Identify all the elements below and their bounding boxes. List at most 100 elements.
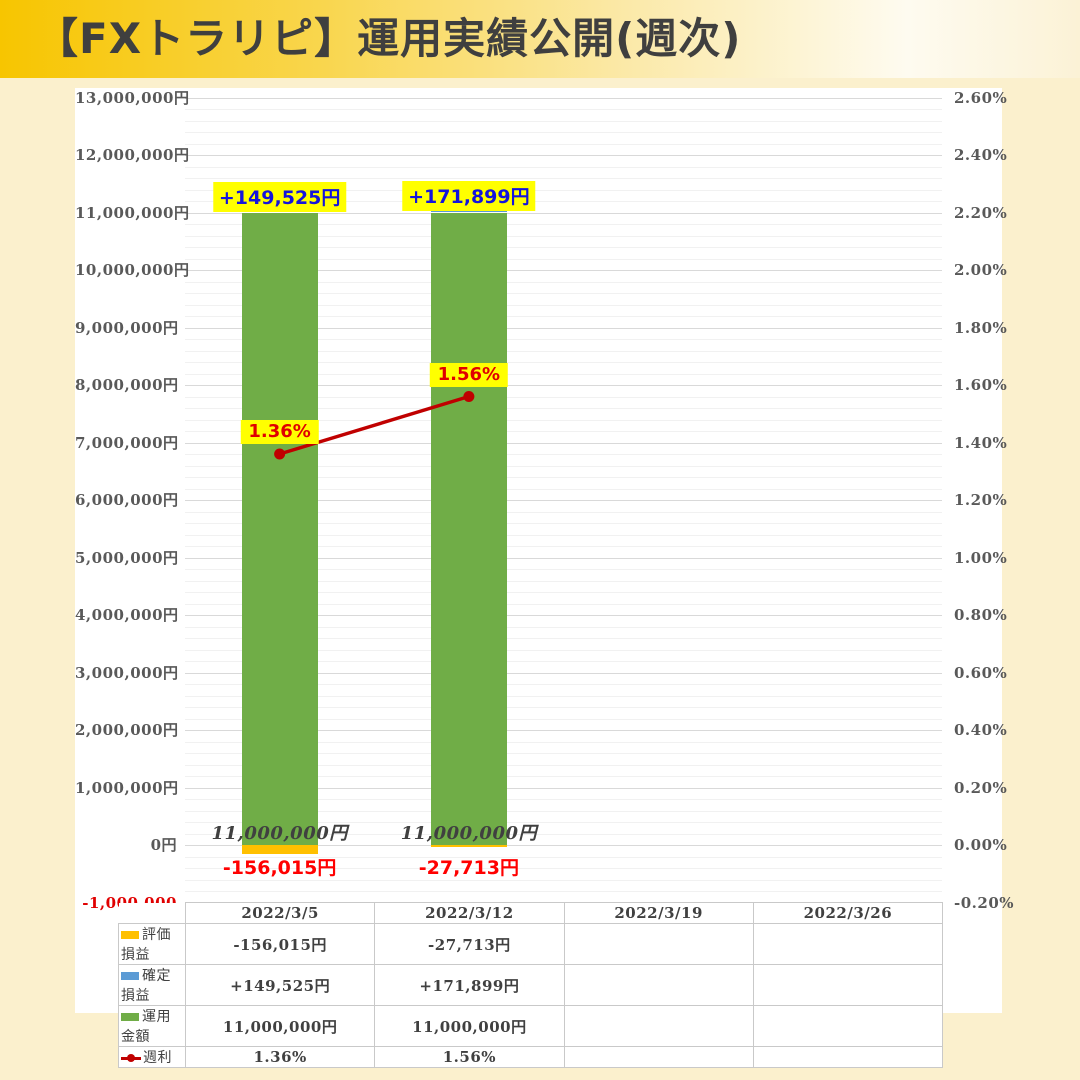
major-gridline xyxy=(185,442,942,444)
minor-gridline xyxy=(185,741,942,743)
chart-card: 13,000,000円 12,000,000円 11,000,000円 10,000,… xyxy=(75,88,1014,1068)
minor-gridline xyxy=(185,350,942,352)
table-corner-cell xyxy=(118,902,186,924)
left-axis-tick: 8,000,000円 xyxy=(75,376,179,394)
minor-gridline xyxy=(185,247,942,248)
left-axis-tick: 2,000,000円 xyxy=(75,721,179,739)
right-axis-tick: 2.20% xyxy=(954,203,1008,222)
valuation-pl-label: -27,713円 xyxy=(418,857,519,879)
data-table: 2022/3/5 2022/3/12 2022/3/19 2022/3/26 評価損益 -… xyxy=(118,902,944,1068)
title-banner: 【FXトラリピ】運用実績公開(週次) xyxy=(0,0,1080,78)
minor-gridline xyxy=(185,281,942,283)
right-axis-tick: 1.20% xyxy=(954,491,1008,509)
table-value-cell: 1.36% xyxy=(184,1046,376,1068)
left-axis-tick: 0円 xyxy=(150,836,177,854)
major-gridline xyxy=(185,155,942,156)
minor-gridline xyxy=(185,511,942,513)
minor-gridline xyxy=(185,799,942,800)
rate-point xyxy=(274,448,286,460)
table-value-cell xyxy=(563,964,754,1006)
weekly-rate-label: 1.36% xyxy=(240,420,319,444)
major-gridline xyxy=(185,787,942,789)
major-gridline xyxy=(185,730,942,731)
rate-point xyxy=(463,391,475,402)
right-axis-tick: 0.80% xyxy=(954,606,1008,624)
realized-pl-label: +149,525円 xyxy=(212,181,347,212)
minor-gridline xyxy=(185,603,942,605)
minor-gridline xyxy=(185,224,942,225)
minor-gridline xyxy=(185,362,942,363)
amount-label: 11,000,000円 xyxy=(211,823,348,844)
major-gridline xyxy=(185,385,942,386)
realized-pl-label: +171,899円 xyxy=(402,180,536,211)
minor-gridline xyxy=(185,776,942,777)
table-row-label: 週利 xyxy=(118,1046,186,1068)
right-axis-tick: 2.40% xyxy=(954,146,1008,164)
valuation-pl-label: -156,015円 xyxy=(222,857,337,879)
minor-gridline xyxy=(185,235,942,237)
minor-gridline xyxy=(185,833,942,835)
minor-gridline xyxy=(185,879,942,881)
minor-gridline xyxy=(185,580,942,582)
minor-gridline xyxy=(185,649,942,651)
page-title: 【FXトラリピ】運用実績公開(週次) xyxy=(36,14,742,63)
bar-amount xyxy=(241,212,318,845)
right-axis-tick: 2.00% xyxy=(954,261,1008,279)
table-value-cell: -27,713円 xyxy=(374,923,565,965)
minor-gridline xyxy=(185,661,942,662)
table-date-header: 2022/3/12 xyxy=(374,902,565,924)
table-date-header: 2022/3/5 xyxy=(184,902,376,924)
table-row-label: 運用金額 xyxy=(118,1005,186,1047)
minor-gridline xyxy=(185,465,942,467)
minor-gridline xyxy=(185,810,942,812)
table-value-cell: +149,525円 xyxy=(184,964,376,1006)
right-axis-tick: 1.80% xyxy=(954,318,1008,337)
left-axis-tick: 7,000,000円 xyxy=(75,433,179,452)
minor-gridline xyxy=(185,638,942,639)
minor-gridline xyxy=(185,339,942,340)
major-gridline xyxy=(185,500,942,501)
right-axis-tick: 1.60% xyxy=(954,376,1008,394)
minor-gridline xyxy=(185,488,942,490)
left-axis-tick: 3,000,000円 xyxy=(75,663,179,682)
left-axis-tick: 9,000,000円 xyxy=(75,318,179,337)
minor-gridline xyxy=(185,534,942,536)
minor-gridline xyxy=(185,764,942,766)
minor-gridline xyxy=(185,569,942,570)
minor-gridline xyxy=(185,891,942,892)
right-axis-tick: -0.20% xyxy=(954,893,1015,912)
major-gridline xyxy=(185,845,942,846)
minor-gridline xyxy=(185,316,942,317)
table-value-cell: +171,899円 xyxy=(374,964,565,1006)
table-date-header: 2022/3/19 xyxy=(563,902,754,924)
major-gridline xyxy=(185,270,942,271)
left-axis-tick: 10,000,000円 xyxy=(75,261,190,279)
minor-gridline xyxy=(185,626,942,628)
legend-swatch-icon xyxy=(121,1013,139,1021)
major-gridline xyxy=(185,212,942,214)
minor-gridline xyxy=(185,454,942,455)
minor-gridline xyxy=(185,201,942,202)
minor-gridline xyxy=(185,868,942,869)
table-value-cell xyxy=(752,1046,944,1068)
right-axis-tick: 0.60% xyxy=(954,663,1008,682)
bar-valuation xyxy=(241,845,318,854)
major-gridline xyxy=(185,97,942,99)
legend-swatch-icon xyxy=(121,972,139,980)
minor-gridline xyxy=(185,178,942,179)
table-row-label: 確定損益 xyxy=(118,964,186,1006)
minor-gridline xyxy=(185,718,942,720)
minor-gridline xyxy=(185,477,942,478)
minor-gridline xyxy=(185,293,942,294)
minor-gridline xyxy=(185,546,942,547)
table-value-cell: 11,000,000円 xyxy=(184,1005,376,1047)
amount-label: 11,000,000円 xyxy=(400,823,537,844)
table-row-label: 評価損益 xyxy=(118,923,186,965)
minor-gridline xyxy=(185,707,942,708)
minor-gridline xyxy=(185,753,942,754)
minor-gridline xyxy=(185,523,942,524)
minor-gridline xyxy=(185,189,942,191)
legend-swatch-icon xyxy=(121,931,139,939)
left-axis-tick: 11,000,000円 xyxy=(75,203,190,222)
minor-gridline xyxy=(185,258,942,260)
